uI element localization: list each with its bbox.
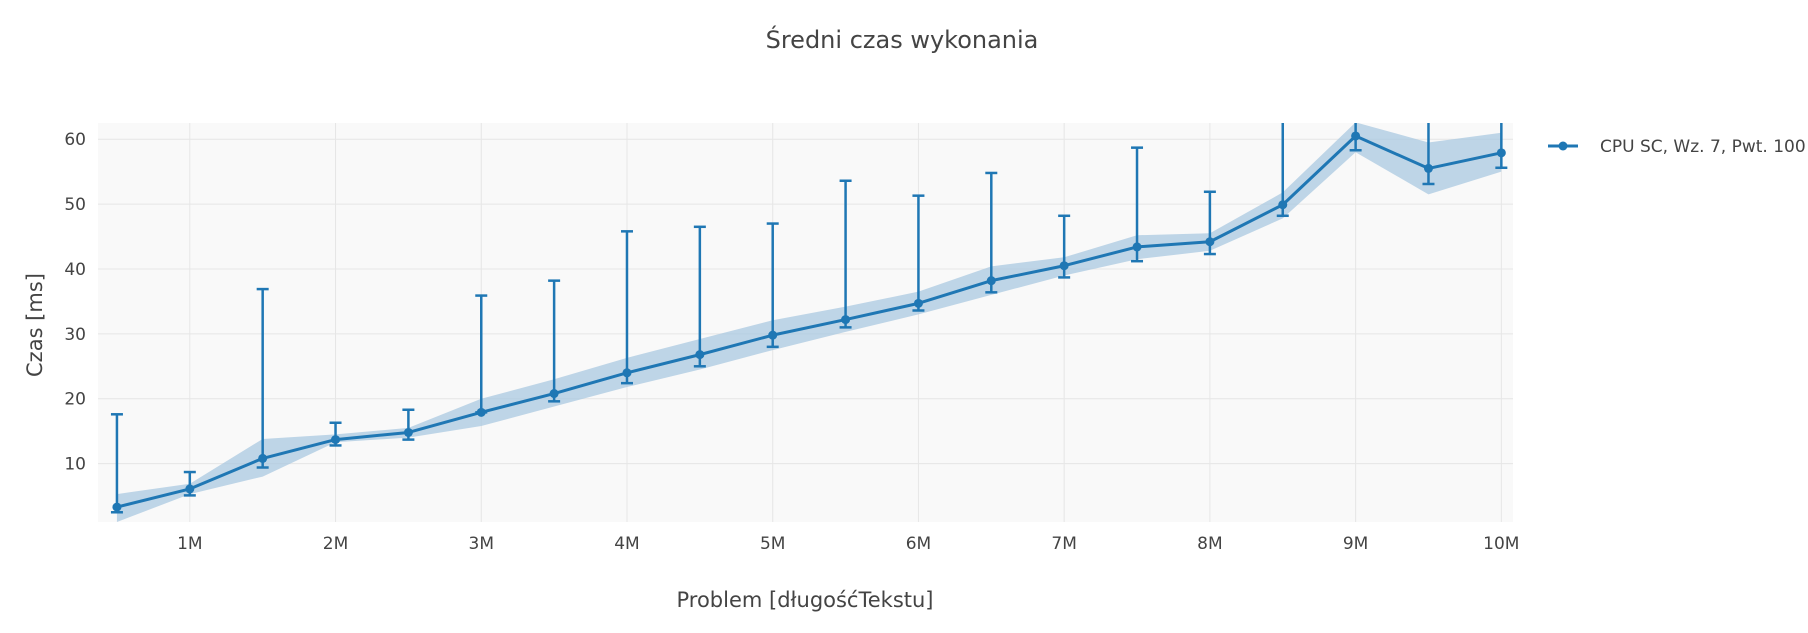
error-bar <box>912 194 925 312</box>
data-point <box>622 368 632 378</box>
legend-point-marker <box>1558 141 1568 151</box>
data-point <box>403 427 413 437</box>
data-points <box>112 131 1506 512</box>
error-bar <box>256 287 269 469</box>
y-tick-label: 50 <box>64 195 86 215</box>
error-bars <box>110 123 1508 514</box>
data-point <box>695 350 705 360</box>
error-bar <box>766 222 779 349</box>
data-point <box>476 407 486 417</box>
x-tick-label: 7M <box>1051 534 1076 554</box>
data-point <box>1278 200 1288 210</box>
x-tick-label: 4M <box>614 534 639 554</box>
error-bar <box>985 171 998 294</box>
y-tick-label: 60 <box>64 130 86 150</box>
data-point <box>841 315 851 325</box>
data-point <box>1423 163 1433 173</box>
series-line-path <box>116 134 1502 509</box>
data-point <box>1205 237 1215 247</box>
data-point <box>1351 131 1361 141</box>
y-axis-ticks: 10 20 30 40 50 60 <box>64 130 86 474</box>
data-point <box>1132 242 1142 252</box>
x-tick-label: 9M <box>1343 534 1368 554</box>
error-bar <box>1422 123 1435 186</box>
grid-lines <box>98 123 1513 522</box>
data-point <box>258 453 268 463</box>
data-point <box>549 389 559 399</box>
error-bar <box>1495 123 1508 170</box>
x-tick-label: 2M <box>323 534 348 554</box>
x-tick-label: 5M <box>760 534 785 554</box>
y-tick-label: 30 <box>64 325 86 345</box>
data-point <box>112 502 122 512</box>
error-bar <box>693 225 706 368</box>
series-line <box>116 134 1502 509</box>
legend-label: CPU SC, Wz. 7, Pwt. 100 <box>1600 137 1806 157</box>
error-bar <box>110 413 123 514</box>
error-bar <box>548 279 561 403</box>
data-point <box>768 330 778 340</box>
y-axis-title: Czas [ms] <box>23 273 47 377</box>
data-point <box>1496 148 1506 158</box>
error-bar <box>839 179 852 329</box>
x-tick-label: 8M <box>1197 534 1222 554</box>
data-point <box>185 484 195 494</box>
legend[interactable]: CPU SC, Wz. 7, Pwt. 100 <box>1548 137 1806 157</box>
data-point <box>1059 261 1069 271</box>
data-point <box>913 298 923 308</box>
data-point <box>986 276 996 286</box>
error-bar <box>620 230 633 385</box>
confidence-band <box>116 123 1502 522</box>
x-tick-label: 3M <box>469 534 494 554</box>
chart-title: Średni czas wykonania <box>766 24 1039 54</box>
y-tick-label: 10 <box>64 455 86 475</box>
error-bar <box>1131 146 1144 263</box>
x-tick-label: 6M <box>906 534 931 554</box>
x-tick-label: 1M <box>177 534 202 554</box>
y-tick-label: 40 <box>64 260 86 280</box>
x-axis-title: Problem [długośćTekstu] <box>676 588 933 612</box>
confidence-band-area <box>116 123 1502 522</box>
data-point <box>331 435 341 445</box>
x-tick-label: 10M <box>1483 534 1519 554</box>
y-tick-label: 20 <box>64 390 86 410</box>
x-axis-ticks: 1M 2M 3M 4M 5M 6M 7M 8M 9M 10M <box>177 534 1519 554</box>
